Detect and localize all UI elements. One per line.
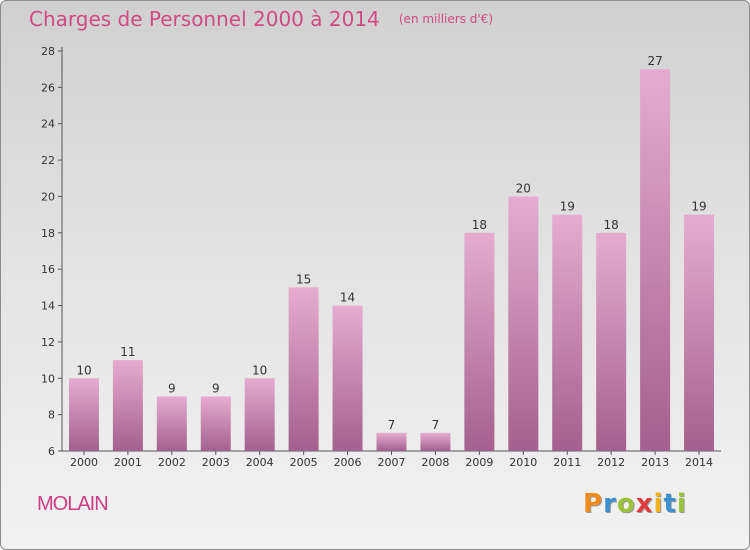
data-label: 19: [560, 200, 575, 214]
x-tick-label: 2006: [334, 456, 362, 469]
bar: [200, 396, 231, 451]
bar: [68, 378, 99, 451]
data-label: 10: [76, 363, 91, 377]
data-label: 18: [472, 218, 487, 232]
logo-letter: i: [676, 489, 687, 519]
x-tick-label: 2009: [465, 456, 493, 469]
data-label: 14: [340, 291, 355, 305]
bar: [596, 232, 627, 451]
y-tick-label: 20: [41, 190, 55, 203]
x-tick-label: 2001: [114, 456, 142, 469]
chart-title: Charges de Personnel 2000 à 2014: [29, 7, 380, 31]
x-tick-label: 2002: [158, 456, 186, 469]
data-label: 27: [647, 54, 662, 68]
x-tick-label: 2014: [685, 456, 713, 469]
bar: [640, 69, 671, 451]
y-tick-label: 22: [41, 154, 55, 167]
x-tick-label: 2012: [597, 456, 625, 469]
proxiti-logo[interactable]: Proxiti: [583, 489, 687, 519]
bar: [244, 378, 275, 451]
y-tick-label: 10: [41, 372, 55, 385]
bar: [508, 196, 539, 451]
x-tick-label: 2008: [421, 456, 449, 469]
y-tick-label: 14: [41, 300, 55, 313]
y-tick-label: 16: [41, 263, 55, 276]
data-label: 19: [691, 200, 706, 214]
y-tick-label: 18: [41, 227, 55, 240]
data-label: 11: [120, 345, 135, 359]
bar: [420, 432, 451, 451]
x-tick-label: 2004: [246, 456, 274, 469]
bar: [332, 305, 363, 451]
logo-letter: i: [653, 489, 664, 519]
logo-letter: t: [663, 489, 677, 519]
data-label: 9: [212, 381, 220, 395]
bar-layer: [68, 69, 715, 451]
data-label: 9: [168, 381, 176, 395]
x-tick-label: 2013: [641, 456, 669, 469]
y-tick-label: 26: [41, 81, 55, 94]
y-tick-label: 24: [41, 118, 55, 131]
y-tick-label: 8: [48, 409, 55, 422]
logo-letter: r: [603, 489, 617, 519]
x-tick-label: 2010: [509, 456, 537, 469]
label-layer: 2000 10 2001 11 2002 9 2003 9 2004 10 2005 15 2006 14…: [70, 54, 713, 469]
bar: [288, 287, 319, 451]
bar: [112, 360, 143, 451]
bar: [552, 214, 583, 451]
title-row: Charges de Personnel 2000 à 2014 (en mil…: [29, 7, 493, 31]
data-label: 10: [252, 363, 267, 377]
data-label: 15: [296, 272, 311, 286]
commune-name: MOLAIN: [37, 493, 109, 515]
bar: [464, 232, 495, 451]
bar: [156, 396, 187, 451]
x-tick-label: 2000: [70, 456, 98, 469]
y-tick-label: 12: [41, 336, 55, 349]
x-tick-label: 2003: [202, 456, 230, 469]
logo-letter: x: [635, 489, 654, 519]
data-label: 7: [388, 418, 396, 432]
bar: [376, 432, 407, 451]
x-tick-label: 2007: [378, 456, 406, 469]
x-tick-label: 2011: [553, 456, 581, 469]
data-label: 20: [516, 181, 531, 195]
bar: [684, 214, 715, 451]
data-label: 7: [432, 418, 440, 432]
logo-letter: P: [583, 489, 604, 519]
y-tick-label: 6: [48, 445, 55, 458]
data-label: 18: [604, 218, 619, 232]
chart-subtitle: (en milliers d'€): [398, 12, 493, 26]
logo-letter: o: [616, 489, 636, 519]
y-tick-label: 28: [41, 45, 55, 58]
x-tick-label: 2005: [290, 456, 318, 469]
